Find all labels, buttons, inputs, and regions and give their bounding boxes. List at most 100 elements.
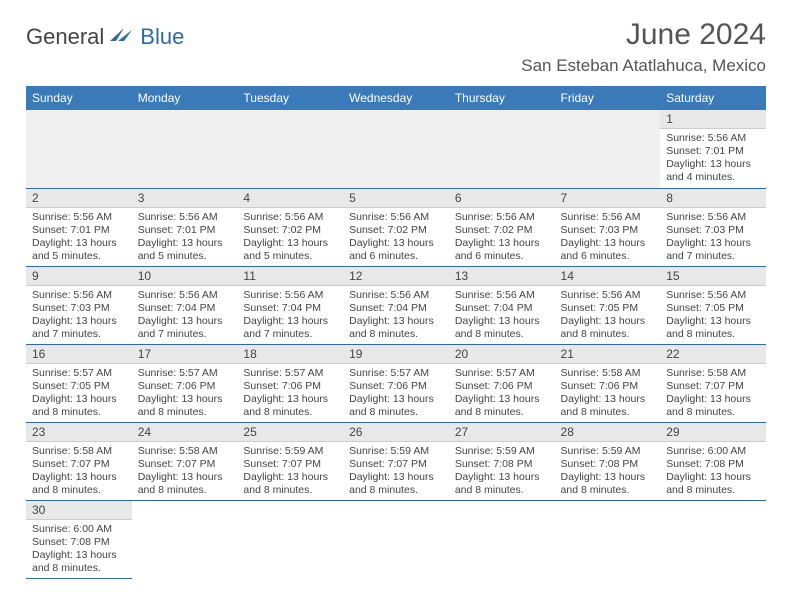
daylight-text: Daylight: 13 hours and 8 minutes. xyxy=(666,471,760,497)
day-number: 20 xyxy=(449,345,555,364)
daylight-text: Daylight: 13 hours and 8 minutes. xyxy=(666,315,760,341)
daylight-text: Daylight: 13 hours and 7 minutes. xyxy=(666,237,760,263)
day-number: 11 xyxy=(237,267,343,286)
daylight-text: Daylight: 13 hours and 8 minutes. xyxy=(561,393,655,419)
sunset-text: Sunset: 7:02 PM xyxy=(243,224,337,237)
weekday-header: Sunday xyxy=(26,86,132,110)
sunset-text: Sunset: 7:01 PM xyxy=(666,145,760,158)
weekday-header: Tuesday xyxy=(237,86,343,110)
sunset-text: Sunset: 7:03 PM xyxy=(561,224,655,237)
day-body: Sunrise: 5:59 AMSunset: 7:07 PMDaylight:… xyxy=(343,442,449,500)
daylight-text: Daylight: 13 hours and 8 minutes. xyxy=(32,549,126,575)
sunset-text: Sunset: 7:06 PM xyxy=(243,380,337,393)
day-body: Sunrise: 5:57 AMSunset: 7:06 PMDaylight:… xyxy=(132,364,238,422)
calendar-cell: 7Sunrise: 5:56 AMSunset: 7:03 PMDaylight… xyxy=(555,188,661,266)
sunrise-text: Sunrise: 5:57 AM xyxy=(32,367,126,380)
calendar-cell: 24Sunrise: 5:58 AMSunset: 7:07 PMDayligh… xyxy=(132,422,238,500)
calendar-cell: 28Sunrise: 5:59 AMSunset: 7:08 PMDayligh… xyxy=(555,422,661,500)
sunrise-text: Sunrise: 5:56 AM xyxy=(32,211,126,224)
calendar-cell: 6 Sunrise: 5:56 AMSunset: 7:02 PMDaylight… xyxy=(449,188,555,266)
daylight-text: Daylight: 13 hours and 4 minutes. xyxy=(666,158,760,184)
sunrise-text: Sunrise: 5:56 AM xyxy=(138,289,232,302)
day-body: Sunrise: 5:56 AMSunset: 7:01 PMDaylight:… xyxy=(660,129,766,187)
sunset-text: Sunset: 7:06 PM xyxy=(138,380,232,393)
title-block: June 2024 San Esteban Atatlahuca, Mexico xyxy=(521,18,766,76)
sunset-text: Sunset: 7:05 PM xyxy=(561,302,655,315)
calendar-cell: 21Sunrise: 5:58 AMSunset: 7:06 PMDayligh… xyxy=(555,344,661,422)
sunrise-text: Sunrise: 5:56 AM xyxy=(666,289,760,302)
day-body: Sunrise: 6:00 AMSunset: 7:08 PMDaylight:… xyxy=(26,520,132,578)
sunrise-text: Sunrise: 6:00 AM xyxy=(32,523,126,536)
sunset-text: Sunset: 7:02 PM xyxy=(349,224,443,237)
sunset-text: Sunset: 7:04 PM xyxy=(243,302,337,315)
calendar-cell: 16Sunrise: 5:57 AMSunset: 7:05 PMDayligh… xyxy=(26,344,132,422)
daylight-text: Daylight: 13 hours and 8 minutes. xyxy=(455,315,549,341)
day-number: 12 xyxy=(343,267,449,286)
weekday-header: Saturday xyxy=(660,86,766,110)
sunset-text: Sunset: 7:07 PM xyxy=(666,380,760,393)
calendar-cell xyxy=(132,110,238,188)
sunset-text: Sunset: 7:05 PM xyxy=(32,380,126,393)
sunrise-text: Sunrise: 5:56 AM xyxy=(455,211,549,224)
calendar-cell: 14Sunrise: 5:56 AMSunset: 7:05 PMDayligh… xyxy=(555,266,661,344)
calendar-table: SundayMondayTuesdayWednesdayThursdayFrid… xyxy=(26,86,766,579)
calendar-cell xyxy=(343,110,449,188)
calendar-cell: 3Sunrise: 5:56 AMSunset: 7:01 PMDaylight… xyxy=(132,188,238,266)
calendar-cell: 10Sunrise: 5:56 AMSunset: 7:04 PMDayligh… xyxy=(132,266,238,344)
calendar-cell xyxy=(449,500,555,578)
sunrise-text: Sunrise: 5:56 AM xyxy=(243,289,337,302)
sunset-text: Sunset: 7:04 PM xyxy=(138,302,232,315)
calendar-week-row: 16Sunrise: 5:57 AMSunset: 7:05 PMDayligh… xyxy=(26,344,766,422)
sunrise-text: Sunrise: 5:58 AM xyxy=(32,445,126,458)
sunset-text: Sunset: 7:02 PM xyxy=(455,224,549,237)
day-number: 30 xyxy=(26,501,132,520)
daylight-text: Daylight: 13 hours and 8 minutes. xyxy=(138,393,232,419)
calendar-cell xyxy=(449,110,555,188)
day-number: 4 xyxy=(237,189,343,208)
sunset-text: Sunset: 7:04 PM xyxy=(455,302,549,315)
sunset-text: Sunset: 7:06 PM xyxy=(561,380,655,393)
day-body: Sunrise: 5:56 AMSunset: 7:04 PMDaylight:… xyxy=(132,286,238,344)
daylight-text: Daylight: 13 hours and 6 minutes. xyxy=(455,237,549,263)
calendar-cell xyxy=(26,110,132,188)
logo-text-blue: Blue xyxy=(140,24,184,50)
sunrise-text: Sunrise: 5:56 AM xyxy=(349,211,443,224)
calendar-week-row: 2Sunrise: 5:56 AMSunset: 7:01 PMDaylight… xyxy=(26,188,766,266)
sunset-text: Sunset: 7:04 PM xyxy=(349,302,443,315)
day-number: 13 xyxy=(449,267,555,286)
calendar-cell: 9Sunrise: 5:56 AMSunset: 7:03 PMDaylight… xyxy=(26,266,132,344)
sunrise-text: Sunrise: 5:56 AM xyxy=(243,211,337,224)
day-number: 18 xyxy=(237,345,343,364)
daylight-text: Daylight: 13 hours and 8 minutes. xyxy=(349,471,443,497)
calendar-cell: 19Sunrise: 5:57 AMSunset: 7:06 PMDayligh… xyxy=(343,344,449,422)
page-header: General Blue June 2024 San Esteban Atatl… xyxy=(26,18,766,76)
sunset-text: Sunset: 7:03 PM xyxy=(32,302,126,315)
calendar-cell: 30Sunrise: 6:00 AMSunset: 7:08 PMDayligh… xyxy=(26,500,132,578)
day-body: Sunrise: 5:56 AMSunset: 7:04 PMDaylight:… xyxy=(237,286,343,344)
day-number: 6 xyxy=(449,189,555,208)
sunset-text: Sunset: 7:07 PM xyxy=(138,458,232,471)
day-number: 9 xyxy=(26,267,132,286)
sunrise-text: Sunrise: 5:57 AM xyxy=(243,367,337,380)
daylight-text: Daylight: 13 hours and 5 minutes. xyxy=(32,237,126,263)
day-number: 21 xyxy=(555,345,661,364)
location-label: San Esteban Atatlahuca, Mexico xyxy=(521,56,766,76)
daylight-text: Daylight: 13 hours and 8 minutes. xyxy=(455,393,549,419)
sunrise-text: Sunrise: 5:59 AM xyxy=(243,445,337,458)
day-number: 29 xyxy=(660,423,766,442)
calendar-cell: 1Sunrise: 5:56 AMSunset: 7:01 PMDaylight… xyxy=(660,110,766,188)
daylight-text: Daylight: 13 hours and 8 minutes. xyxy=(138,471,232,497)
calendar-cell: 5Sunrise: 5:56 AMSunset: 7:02 PMDaylight… xyxy=(343,188,449,266)
day-body: Sunrise: 5:56 AMSunset: 7:03 PMDaylight:… xyxy=(555,208,661,266)
day-body: Sunrise: 5:57 AMSunset: 7:06 PMDaylight:… xyxy=(237,364,343,422)
weekday-header: Wednesday xyxy=(343,86,449,110)
calendar-cell: 12Sunrise: 5:56 AMSunset: 7:04 PMDayligh… xyxy=(343,266,449,344)
calendar-cell: 11Sunrise: 5:56 AMSunset: 7:04 PMDayligh… xyxy=(237,266,343,344)
calendar-cell: 29Sunrise: 6:00 AMSunset: 7:08 PMDayligh… xyxy=(660,422,766,500)
day-body: Sunrise: 5:56 AMSunset: 7:05 PMDaylight:… xyxy=(660,286,766,344)
calendar-cell: 4Sunrise: 5:56 AMSunset: 7:02 PMDaylight… xyxy=(237,188,343,266)
calendar-cell xyxy=(237,110,343,188)
sunset-text: Sunset: 7:06 PM xyxy=(349,380,443,393)
sunset-text: Sunset: 7:08 PM xyxy=(455,458,549,471)
day-number: 3 xyxy=(132,189,238,208)
